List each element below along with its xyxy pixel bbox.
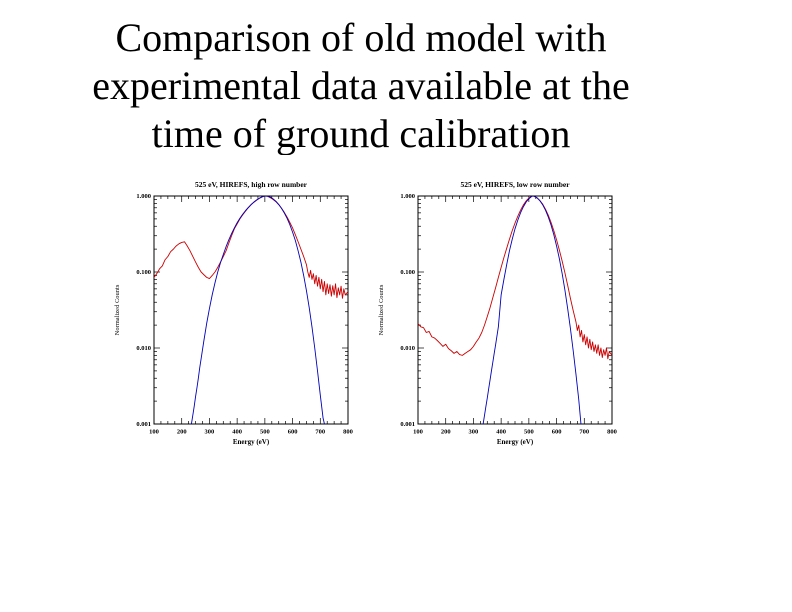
x-axis-label: Energy (eV)	[233, 438, 270, 446]
x-axis-label: Energy (eV)	[497, 438, 534, 446]
chart-title: 525 eV, HIREFS, low row number	[460, 180, 570, 189]
x-tick-label: 700	[315, 429, 325, 436]
slide-title-line-3: time of ground calibration	[151, 111, 571, 155]
x-tick-label: 200	[177, 429, 187, 436]
axis-ticks	[418, 196, 612, 424]
x-tick-label: 400	[232, 429, 242, 436]
chart-svg: 525 eV, HIREFS, high row number 100 200 300…	[114, 180, 353, 446]
x-tick-label: 800	[607, 429, 617, 436]
x-tick-label: 100	[149, 429, 159, 436]
y-tick-label: 0.001	[136, 421, 151, 428]
chart-high-row-number: 525 eV, HIREFS, high row number 100 200 300…	[108, 176, 360, 454]
x-tick-label: 600	[552, 429, 562, 436]
slide-title: Comparison of old model with experimenta…	[0, 14, 722, 155]
chart-low-row-number: 525 eV, HIREFS, low row number 100 200 300 4…	[372, 176, 624, 454]
x-tick-label: 400	[496, 429, 506, 436]
chart-svg: 525 eV, HIREFS, low row number 100 200 300 4…	[378, 180, 617, 446]
series-experimental	[418, 196, 612, 360]
y-tick-label: 0.100	[400, 269, 415, 276]
x-tick-label: 300	[469, 429, 479, 436]
x-tick-label: 500	[260, 429, 270, 436]
slide-title-line-1: Comparison of old model with	[115, 15, 607, 60]
x-tick-label: 800	[343, 429, 353, 436]
x-tick-label: 600	[288, 429, 298, 436]
axis-ticks	[154, 196, 348, 424]
slide-title-line-2: experimental data available at the	[92, 63, 630, 108]
x-tick-label: 200	[441, 429, 451, 436]
y-tick-label: 1.000	[136, 193, 151, 200]
y-axis-label: Normalized Counts	[378, 284, 385, 335]
y-tick-label: 0.010	[400, 345, 415, 352]
y-tick-label: 0.001	[400, 421, 415, 428]
plot-frame	[153, 195, 349, 425]
series-model	[190, 196, 325, 424]
x-tick-label: 300	[205, 429, 215, 436]
y-tick-label: 0.010	[136, 345, 151, 352]
x-tick-label: 100	[413, 429, 423, 436]
y-axis-label: Normalized Counts	[114, 284, 121, 335]
y-tick-label: 1.000	[400, 193, 415, 200]
y-tick-label: 0.100	[136, 269, 151, 276]
x-tick-label: 700	[579, 429, 589, 436]
series-experimental	[154, 196, 348, 299]
chart-title: 525 eV, HIREFS, high row number	[195, 180, 308, 189]
x-tick-label: 500	[524, 429, 534, 436]
series-model	[482, 196, 582, 424]
